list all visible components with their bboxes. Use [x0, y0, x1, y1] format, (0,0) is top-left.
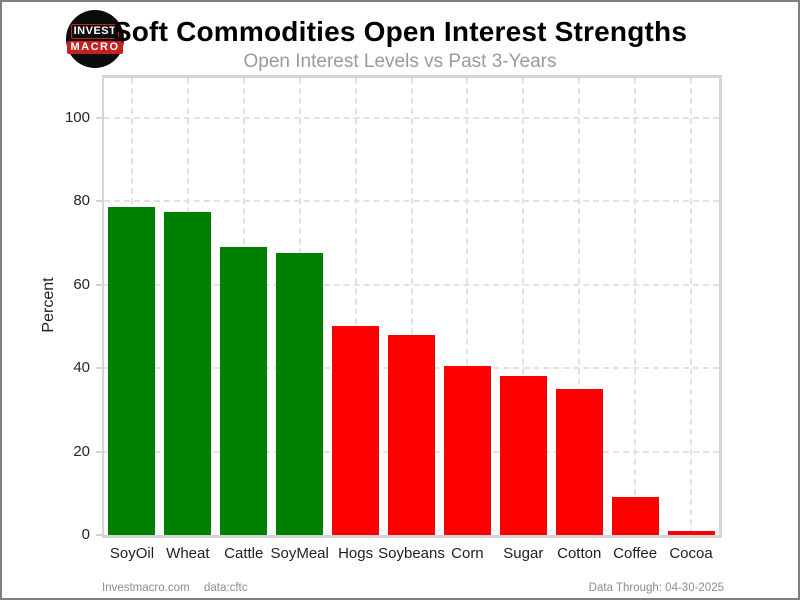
bar-Sugar	[499, 376, 547, 535]
x-category-label: Wheat	[166, 545, 210, 562]
y-tick-label: 40	[73, 359, 90, 377]
gridline-vertical	[466, 78, 469, 535]
bar-Corn	[443, 365, 491, 535]
chart-title: Soft Commodities Open Interest Strengths	[112, 16, 688, 47]
chart-subtitle: Open Interest Levels vs Past 3-Years	[243, 51, 557, 72]
x-category-label: Soybeans	[378, 545, 445, 562]
footer-data-source: data:cftc	[204, 582, 248, 594]
y-tick-label: 20	[73, 442, 90, 460]
y-tick-label: 100	[64, 108, 90, 126]
y-tick-label: 60	[73, 275, 90, 293]
y-tick-mark	[96, 534, 102, 536]
logo-macro-text: MACRO	[67, 41, 123, 54]
bar-Cotton	[555, 388, 603, 535]
y-tick-label: 0	[81, 526, 90, 543]
x-category-label: Hogs	[338, 545, 374, 562]
plot-area	[102, 75, 722, 538]
logo-invest-text: INVEST	[70, 24, 120, 39]
bar-Cocoa	[667, 530, 715, 535]
footer-data-through: Data Through: 04-30-2025	[588, 582, 724, 594]
y-axis-label: Percent	[40, 277, 57, 333]
gridline-horizontal	[104, 116, 719, 119]
x-category-label: Corn	[451, 545, 484, 562]
gridline-vertical	[410, 78, 413, 535]
y-tick-mark	[96, 367, 102, 370]
bar-Hogs	[332, 326, 380, 535]
gridline-vertical	[690, 78, 693, 535]
y-tick-label: 80	[73, 192, 90, 210]
investmacro-logo: INVEST MACRO	[66, 10, 124, 68]
gridline-vertical	[634, 78, 637, 535]
gridline-vertical	[578, 78, 581, 535]
gridline-horizontal	[104, 200, 719, 203]
bar-Coffee	[611, 497, 659, 535]
x-category-label: SoyMeal	[270, 545, 329, 562]
x-category-label: Cocoa	[669, 545, 713, 562]
x-category-label: Sugar	[503, 545, 544, 562]
y-tick-mark	[96, 283, 102, 286]
footer-site-text: Investmacro.com	[102, 582, 190, 594]
bar-Wheat	[164, 211, 212, 535]
x-category-label: SoyOil	[109, 545, 155, 562]
y-tick-mark	[96, 450, 102, 453]
gridline-horizontal	[104, 283, 719, 286]
x-category-label: Coffee	[613, 545, 658, 562]
y-tick-mark	[96, 116, 102, 119]
gridline-vertical	[522, 78, 525, 535]
bar-SoyOil	[108, 207, 156, 535]
bar-SoyMeal	[276, 253, 324, 535]
bar-Cattle	[220, 247, 268, 535]
gridline-vertical	[354, 78, 357, 535]
x-category-label: Cattle	[224, 545, 264, 562]
bar-Soybeans	[388, 334, 435, 535]
y-tick-mark	[96, 200, 102, 203]
x-category-label: Cotton	[557, 545, 602, 562]
